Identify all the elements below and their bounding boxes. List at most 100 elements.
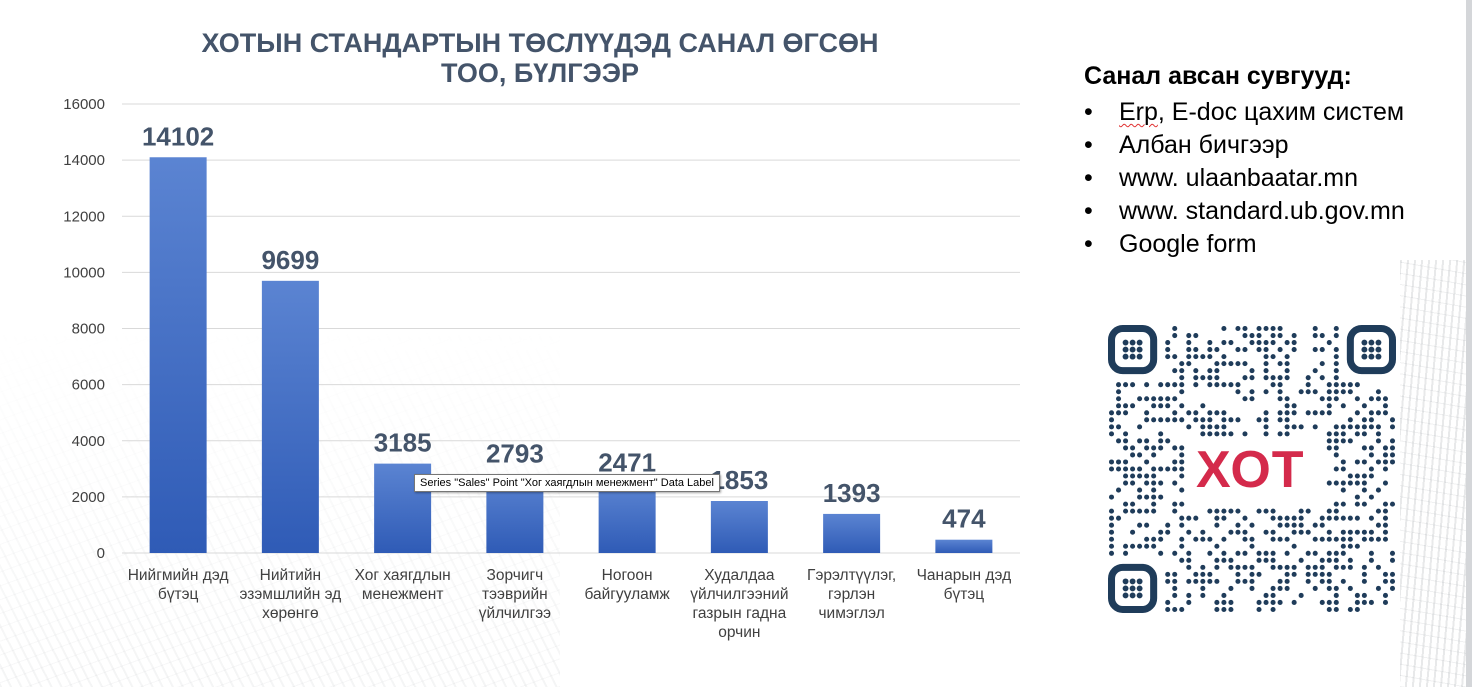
y-tick-label: 6000 xyxy=(72,377,105,394)
qr-module xyxy=(1277,361,1283,367)
channel-item-label[interactable]: www. standard.ub.gov.mn xyxy=(1119,197,1405,225)
qr-module xyxy=(1207,550,1213,556)
qr-module xyxy=(1333,382,1339,388)
qr-module xyxy=(1326,536,1332,542)
qr-module xyxy=(1340,431,1346,437)
qr-module xyxy=(1172,354,1178,360)
qr-module xyxy=(1333,368,1339,374)
qr-module xyxy=(1256,557,1262,563)
qr-module xyxy=(1144,438,1150,444)
qr-module xyxy=(1165,529,1171,535)
chart-title-line-2: ТОО, БҮЛГЭЭР xyxy=(441,58,639,88)
qr-module xyxy=(1179,466,1185,472)
y-tick-label: 2000 xyxy=(72,489,105,506)
qr-module xyxy=(1193,578,1199,584)
qr-module xyxy=(1284,522,1290,528)
qr-module xyxy=(1186,592,1192,598)
qr-module xyxy=(1375,431,1381,437)
qr-module xyxy=(1249,396,1255,402)
qr-module xyxy=(1361,424,1367,430)
qr-module xyxy=(1165,340,1171,346)
qr-code-icon[interactable] xyxy=(1108,325,1396,613)
qr-module xyxy=(1270,354,1276,360)
qr-module xyxy=(1270,585,1276,591)
qr-finder-dot xyxy=(1136,346,1143,353)
qr-module xyxy=(1368,536,1374,542)
qr-module xyxy=(1214,410,1220,416)
qr-module xyxy=(1277,585,1283,591)
qr-module xyxy=(1137,494,1143,500)
qr-module xyxy=(1207,347,1213,353)
channel-item-label[interactable]: www. ulaanbaatar.mn xyxy=(1119,164,1359,192)
qr-module xyxy=(1179,382,1185,388)
qr-module xyxy=(1333,452,1339,458)
x-category-label: үйлчилгээ xyxy=(479,605,551,622)
qr-module xyxy=(1137,508,1143,514)
qr-module xyxy=(1214,578,1220,584)
qr-module xyxy=(1326,438,1332,444)
qr-module xyxy=(1333,354,1339,360)
qr-module xyxy=(1382,452,1388,458)
qr-module xyxy=(1291,543,1297,549)
channel-item-label: Google form xyxy=(1119,230,1257,258)
qr-module xyxy=(1389,585,1396,591)
qr-module xyxy=(1263,417,1269,423)
qr-module xyxy=(1172,382,1178,388)
qr-module xyxy=(1263,340,1269,346)
qr-finder-dot xyxy=(1129,585,1136,592)
qr-module xyxy=(1284,431,1290,437)
qr-finder-dot xyxy=(1129,339,1136,346)
qr-module xyxy=(1263,592,1269,598)
channel-item-standard-site[interactable]: • www. standard.ub.gov.mn xyxy=(1084,195,1464,228)
qr-module xyxy=(1179,445,1185,451)
qr-module xyxy=(1186,550,1192,556)
x-category-label: Нийтийн xyxy=(260,567,322,584)
qr-module xyxy=(1249,571,1255,577)
qr-module xyxy=(1326,382,1332,388)
qr-module xyxy=(1249,585,1255,591)
bar-data-label: 2471 xyxy=(598,448,656,478)
qr-module xyxy=(1298,557,1304,563)
qr-finder-dot xyxy=(1368,353,1375,360)
qr-module xyxy=(1319,564,1325,570)
qr-module xyxy=(1108,515,1115,521)
x-category-label: Худалдаа xyxy=(704,567,775,584)
qr-module xyxy=(1256,333,1262,339)
qr-module xyxy=(1347,389,1353,395)
qr-module xyxy=(1270,375,1276,381)
qr-module xyxy=(1193,417,1199,423)
y-tick-label: 0 xyxy=(97,545,105,562)
qr-module xyxy=(1214,424,1220,430)
qr-module xyxy=(1361,445,1367,451)
qr-module xyxy=(1221,592,1227,598)
qr-module xyxy=(1165,599,1171,605)
qr-module xyxy=(1165,466,1171,472)
qr-module xyxy=(1186,557,1192,563)
qr-finder-dot xyxy=(1129,346,1136,353)
qr-module xyxy=(1116,410,1122,416)
qr-module xyxy=(1326,389,1332,395)
qr-module xyxy=(1319,396,1325,402)
qr-module xyxy=(1347,438,1353,444)
qr-module xyxy=(1277,333,1283,339)
qr-finder-dot xyxy=(1129,353,1136,360)
qr-module xyxy=(1235,389,1241,395)
qr-module xyxy=(1151,501,1157,507)
qr-module xyxy=(1214,347,1220,353)
qr-module xyxy=(1389,424,1396,430)
qr-module xyxy=(1347,536,1353,542)
qr-module xyxy=(1333,606,1339,613)
qr-module xyxy=(1347,529,1353,535)
qr-module xyxy=(1347,515,1353,521)
channel-item-ulaanbaatar-site[interactable]: • www. ulaanbaatar.mn xyxy=(1084,162,1464,195)
qr-module xyxy=(1333,557,1339,563)
qr-module xyxy=(1368,424,1374,430)
qr-module xyxy=(1361,501,1367,507)
qr-module xyxy=(1347,424,1353,430)
qr-module xyxy=(1228,564,1234,570)
qr-module xyxy=(1347,585,1353,591)
qr-module xyxy=(1151,452,1157,458)
qr-module xyxy=(1214,564,1220,570)
qr-module xyxy=(1333,564,1339,570)
qr-module xyxy=(1270,529,1276,535)
